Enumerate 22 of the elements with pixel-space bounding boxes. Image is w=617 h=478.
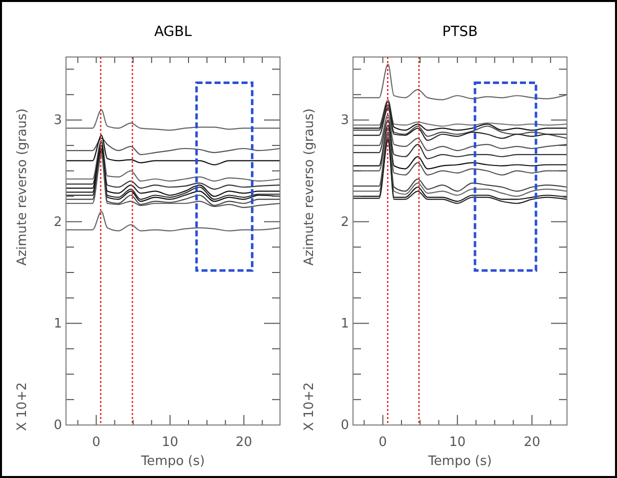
text: X 10+2 bbox=[15, 382, 30, 431]
chart-title: PTSB bbox=[442, 24, 478, 40]
y-tick-label: 0 bbox=[54, 418, 62, 434]
x-axis-title: Tempo (s) bbox=[427, 454, 492, 469]
x-tick-label: 0 bbox=[92, 435, 100, 450]
x-tick-label: 10 bbox=[449, 435, 466, 450]
x-tick-label: 20 bbox=[524, 435, 540, 450]
y-tick-label: 0 bbox=[340, 418, 349, 434]
y-tick-label: 1 bbox=[340, 316, 349, 332]
x-tick-label: 20 bbox=[236, 435, 252, 450]
x-tick-label: 10 bbox=[162, 435, 178, 450]
y-axis-title: Azimute reverso (graus) bbox=[15, 108, 30, 266]
x-tick-label: 0 bbox=[378, 435, 387, 450]
chart-title: AGBL bbox=[154, 24, 192, 40]
y-axis-title: Azimute reverso (graus) bbox=[302, 108, 317, 266]
y-tick-label: 3 bbox=[340, 113, 349, 128]
y-tick-label: 1 bbox=[54, 316, 62, 332]
y-tick-label: 3 bbox=[54, 113, 62, 128]
y-tick-label: 2 bbox=[340, 214, 349, 230]
y-tick-label: 2 bbox=[54, 214, 62, 230]
x-axis-title: Tempo (s) bbox=[140, 454, 205, 469]
text: X 10+2 bbox=[302, 382, 317, 431]
